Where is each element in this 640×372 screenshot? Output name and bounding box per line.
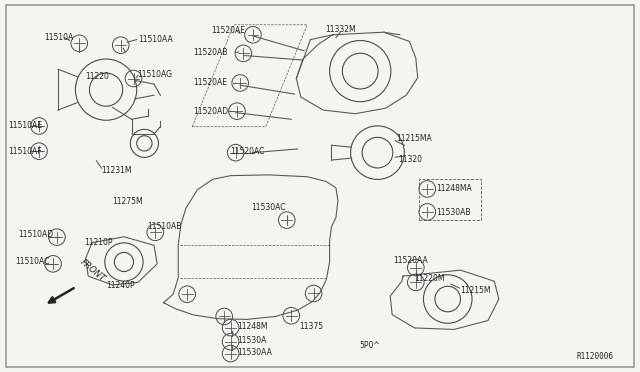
Text: 11510AD: 11510AD — [19, 230, 54, 240]
Text: 11520AC: 11520AC — [230, 147, 265, 156]
Text: 11520AA: 11520AA — [394, 256, 428, 265]
Text: R1120006: R1120006 — [577, 352, 614, 361]
Text: 11510AC: 11510AC — [15, 257, 49, 266]
Text: 5P0^: 5P0^ — [360, 341, 380, 350]
Text: 11510A: 11510A — [44, 33, 74, 42]
Text: 11215MA: 11215MA — [397, 134, 433, 143]
Text: 11220: 11220 — [85, 72, 109, 81]
Text: 11530AC: 11530AC — [251, 203, 285, 212]
Text: 11520AD: 11520AD — [193, 107, 228, 116]
Text: 11231M: 11231M — [102, 166, 132, 175]
Text: 11320: 11320 — [398, 155, 422, 164]
Text: 11275M: 11275M — [113, 197, 143, 206]
Text: 11220M: 11220M — [415, 274, 445, 283]
Text: 11510AA: 11510AA — [138, 35, 173, 44]
Text: 11240P: 11240P — [106, 281, 134, 290]
Text: 11215M: 11215M — [461, 286, 491, 295]
Text: 11530AA: 11530AA — [237, 348, 272, 357]
Text: 11520AE: 11520AE — [211, 26, 245, 35]
Text: 11510AB: 11510AB — [148, 222, 182, 231]
Text: 11375: 11375 — [300, 322, 324, 331]
Text: 11332M: 11332M — [325, 25, 356, 34]
Text: FRONT: FRONT — [79, 257, 107, 283]
Text: 11510AE: 11510AE — [8, 122, 42, 131]
Text: 11530AB: 11530AB — [436, 208, 471, 217]
Text: 11210P: 11210P — [84, 238, 112, 247]
Text: 11510AF: 11510AF — [8, 147, 42, 156]
Text: 11248M: 11248M — [237, 321, 268, 331]
Text: 11510AG: 11510AG — [137, 70, 172, 78]
Text: 11520AB: 11520AB — [193, 48, 228, 57]
Text: 11520AE: 11520AE — [193, 78, 228, 87]
Text: 11530A: 11530A — [237, 336, 266, 346]
Text: 11248MA: 11248MA — [436, 185, 472, 193]
